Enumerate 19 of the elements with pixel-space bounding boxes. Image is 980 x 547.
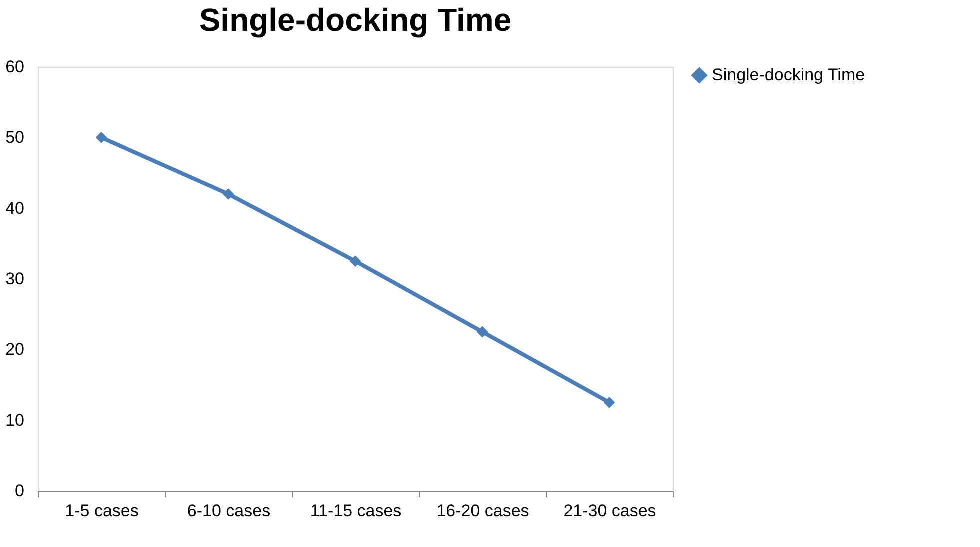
point	[476, 326, 488, 338]
y-tick-label: 20	[6, 340, 24, 360]
legend-label: Single-docking Time	[712, 66, 866, 84]
x-tick-label: 6-10 cases	[187, 502, 271, 520]
x-tick-label: 16-20 cases	[436, 502, 530, 520]
x-tick-label: 11-15 cases	[310, 502, 402, 520]
y-tick-label: 50	[6, 128, 24, 148]
y-tick-label: 30	[6, 270, 24, 288]
y-tick-label: 60	[6, 58, 24, 76]
y-tick-label: 40	[6, 198, 24, 218]
point	[96, 132, 108, 144]
x-tick-label: 21-30 cases	[564, 502, 656, 520]
point	[604, 396, 616, 408]
point	[222, 188, 234, 200]
chart-title: Single-docking Time	[199, 2, 512, 38]
y-tick-label: 0	[15, 482, 24, 500]
x-tick-label: 1-5 cases	[65, 502, 139, 520]
point	[350, 256, 362, 268]
y-tick-label: 10	[6, 410, 24, 430]
